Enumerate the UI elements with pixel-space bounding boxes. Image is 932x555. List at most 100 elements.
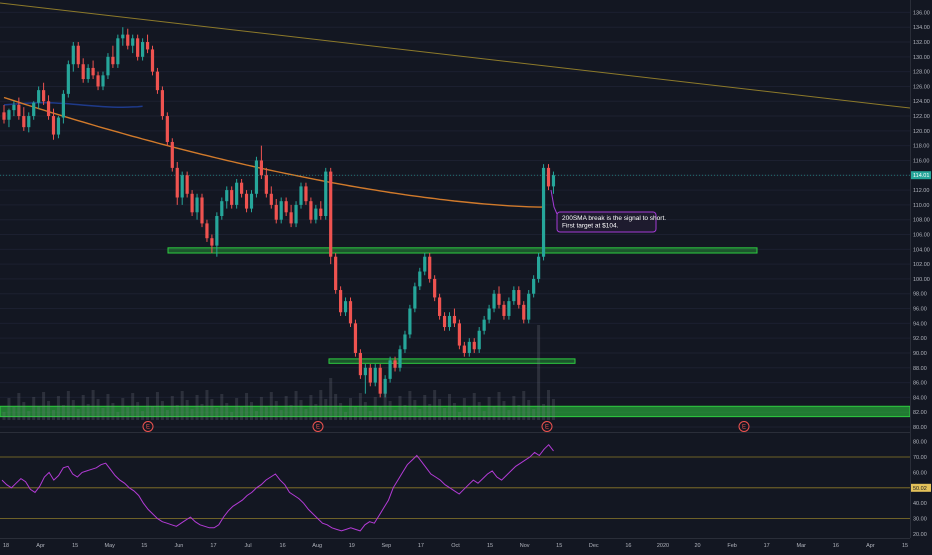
candle-body[interactable] (17, 104, 21, 117)
candle-body[interactable] (71, 45, 75, 65)
candle-body[interactable] (353, 323, 358, 353)
candle-body[interactable] (86, 67, 90, 80)
candle-body[interactable] (502, 304, 506, 316)
candles[interactable] (2, 27, 556, 398)
candle-body[interactable] (111, 56, 115, 65)
candle-body[interactable] (249, 193, 254, 209)
candle-body[interactable] (215, 216, 219, 246)
candle-body[interactable] (106, 56, 110, 76)
annotation[interactable]: 200SMA break is the signal to short.Firs… (550, 189, 666, 233)
candle-body[interactable] (126, 34, 130, 46)
candle-body[interactable] (141, 42, 145, 57)
candle-body[interactable] (235, 182, 239, 205)
candle-body[interactable] (37, 90, 41, 103)
candle-body[interactable] (527, 293, 531, 320)
candle-body[interactable] (522, 304, 526, 320)
candle-body[interactable] (210, 238, 214, 246)
candle-body[interactable] (180, 175, 184, 198)
candle-body[interactable] (378, 367, 382, 394)
candle-body[interactable] (442, 315, 447, 328)
candle-body[interactable] (413, 286, 417, 309)
candle-body[interactable] (27, 116, 31, 128)
candle-body[interactable] (507, 301, 511, 316)
candle-body[interactable] (205, 223, 209, 239)
candle-body[interactable] (32, 102, 36, 117)
candle-body[interactable] (165, 116, 169, 142)
candle-body[interactable] (304, 186, 308, 202)
candle-body[interactable] (339, 290, 343, 313)
candle-body[interactable] (155, 71, 160, 91)
earnings-marker[interactable] (541, 421, 553, 432)
candle-body[interactable] (22, 116, 26, 128)
candle-body[interactable] (368, 367, 372, 383)
candle-body[interactable] (136, 38, 140, 57)
candle-body[interactable] (309, 201, 313, 220)
candle-body[interactable] (269, 193, 273, 205)
candle-body[interactable] (373, 367, 377, 383)
candle-body[interactable] (329, 171, 333, 257)
candle-body[interactable] (462, 345, 466, 353)
candle-body[interactable] (91, 67, 95, 76)
candle-body[interactable] (457, 323, 461, 346)
candle-body[interactable] (51, 116, 56, 135)
candle-body[interactable] (487, 308, 491, 320)
candle-body[interactable] (46, 101, 51, 117)
candle-body[interactable] (56, 117, 61, 135)
candle-body[interactable] (200, 197, 204, 224)
candle-body[interactable] (447, 315, 452, 328)
candle-body[interactable] (259, 160, 263, 176)
candle-body[interactable] (438, 297, 442, 316)
candle-body[interactable] (284, 201, 288, 213)
candle-body[interactable] (551, 175, 556, 187)
candle-body[interactable] (101, 75, 105, 87)
candle-body[interactable] (319, 208, 323, 216)
candle-body[interactable] (517, 290, 521, 305)
candle-body[interactable] (343, 301, 348, 313)
candle-body[interactable] (289, 212, 293, 224)
candle-body[interactable] (452, 315, 457, 324)
candle-body[interactable] (363, 367, 367, 376)
candle-body[interactable] (477, 330, 481, 350)
candle-body[interactable] (254, 160, 259, 194)
candle-body[interactable] (348, 301, 353, 324)
candle-body[interactable] (334, 256, 338, 291)
candle-body[interactable] (175, 167, 179, 198)
candle-body[interactable] (403, 334, 407, 350)
candle-body[interactable] (423, 256, 427, 272)
candle-body[interactable] (541, 167, 546, 257)
earnings-marker[interactable] (738, 421, 750, 432)
candle-body[interactable] (537, 256, 541, 279)
candle-body[interactable] (393, 360, 397, 368)
candle-body[interactable] (497, 293, 501, 305)
candle-body[interactable] (12, 104, 16, 111)
candle-body[interactable] (145, 42, 150, 50)
candle-body[interactable] (546, 167, 551, 187)
candle-body[interactable] (225, 190, 229, 202)
candle-body[interactable] (408, 308, 412, 335)
earnings-marker[interactable] (142, 421, 154, 432)
candle-body[interactable] (472, 341, 476, 350)
candle-body[interactable] (195, 197, 199, 213)
candle-body[interactable] (274, 204, 278, 220)
candle-body[interactable] (467, 341, 471, 353)
annotation-box[interactable] (556, 211, 657, 233)
candle-body[interactable] (116, 38, 120, 65)
candle-body[interactable] (433, 278, 437, 298)
candle-body[interactable] (2, 112, 6, 120)
candle-body[interactable] (314, 208, 318, 220)
candle-body[interactable] (7, 110, 11, 120)
earnings-marker[interactable] (312, 421, 324, 432)
candle-body[interactable] (240, 182, 244, 194)
candle-body[interactable] (76, 45, 80, 65)
candle-body[interactable] (299, 186, 303, 205)
candle-body[interactable] (220, 201, 224, 216)
candle-body[interactable] (42, 90, 46, 102)
candle-body[interactable] (294, 204, 298, 224)
candle-body[interactable] (170, 141, 174, 168)
candle-body[interactable] (160, 90, 164, 117)
candle-body[interactable] (66, 64, 70, 94)
candle-body[interactable] (131, 38, 135, 46)
candle-body[interactable] (190, 193, 194, 213)
